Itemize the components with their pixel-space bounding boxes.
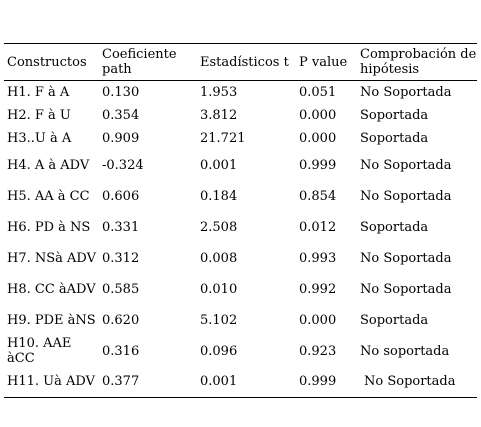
cell-coeficiente: 0.331 xyxy=(102,219,140,235)
table-row: H11. Uà ADV 0.377 0.001 0.999 No Soporta… xyxy=(4,367,477,398)
table-row: H1. F à A 0.130 1.953 0.051 No Soportada xyxy=(4,81,477,104)
table-row: H5. AA à CC 0.606 0.184 0.854 No Soporta… xyxy=(4,181,477,212)
cell-p-value: 0.923 xyxy=(299,343,337,359)
table-row: H3..U à A 0.909 21.721 0.000 Soportada xyxy=(4,127,477,150)
cell-estadistico-t: 0.001 xyxy=(200,157,238,173)
cell-p-value: 0.051 xyxy=(299,84,337,100)
cell-comprobacion: No Soportada xyxy=(360,188,452,204)
cell-estadistico-t: 0.001 xyxy=(200,374,238,390)
cell-comprobacion: Soportada xyxy=(360,219,429,235)
table-row: H7. NSà ADV 0.312 0.008 0.993 No Soporta… xyxy=(4,243,477,274)
cell-p-value: 0.000 xyxy=(299,107,337,123)
cell-p-value: 0.000 xyxy=(299,312,337,328)
cell-constructo: H5. AA à CC xyxy=(7,188,90,204)
cell-comprobacion: No Soportada xyxy=(360,250,452,266)
cell-estadistico-t: 3.812 xyxy=(200,107,238,123)
cell-constructo: H3..U à A xyxy=(7,130,72,146)
cell-p-value: 0.012 xyxy=(299,219,337,235)
cell-estadistico-t: 21.721 xyxy=(200,130,246,146)
cell-estadistico-t: 0.184 xyxy=(200,188,238,204)
cell-constructo: H11. Uà ADV xyxy=(7,374,95,390)
hypothesis-table: Constructos Coeficiente path Estadístico… xyxy=(4,43,477,398)
cell-estadistico-t: 0.096 xyxy=(200,343,238,359)
cell-coeficiente: 0.606 xyxy=(102,188,140,204)
cell-constructo: H9. PDE àNS xyxy=(7,312,96,328)
cell-comprobacion: No Soportada xyxy=(360,157,452,173)
cell-comprobacion: No Soportada xyxy=(364,374,456,390)
header-coeficiente-path: Coeficiente path xyxy=(102,47,177,77)
cell-estadistico-t: 0.010 xyxy=(200,281,238,297)
cell-comprobacion: No soportada xyxy=(360,343,450,359)
table-body: H1. F à A 0.130 1.953 0.051 No Soportada… xyxy=(4,81,477,398)
cell-p-value: 0.999 xyxy=(299,157,337,173)
cell-constructo: H8. CC àADV xyxy=(7,281,96,297)
cell-constructo: H2. F à U xyxy=(7,107,71,123)
cell-comprobacion: Soportada xyxy=(360,130,429,146)
table-header: Constructos Coeficiente path Estadístico… xyxy=(4,43,477,81)
header-constructos: Constructos xyxy=(7,54,87,70)
table-row: H9. PDE àNS 0.620 5.102 0.000 Soportada xyxy=(4,305,477,336)
table-row: H8. CC àADV 0.585 0.010 0.992 No Soporta… xyxy=(4,274,477,305)
cell-constructo: H4. A à ADV xyxy=(7,157,90,173)
cell-comprobacion: Soportada xyxy=(360,312,429,328)
cell-comprobacion: No Soportada xyxy=(360,84,452,100)
cell-coeficiente: 0.316 xyxy=(102,343,140,359)
cell-estadistico-t: 1.953 xyxy=(200,84,238,100)
cell-coeficiente: 0.585 xyxy=(102,281,140,297)
header-row: Constructos Coeficiente path Estadístico… xyxy=(4,43,477,81)
table-row: H10. AAE àCC 0.316 0.096 0.923 No soport… xyxy=(4,336,477,367)
cell-coeficiente: 0.909 xyxy=(102,130,140,146)
cell-coeficiente: 0.312 xyxy=(102,250,140,266)
cell-constructo: H7. NSà ADV xyxy=(7,250,97,266)
table-row: H4. A à ADV -0.324 0.001 0.999 No Soport… xyxy=(4,150,477,181)
header-estadisticos-t: Estadísticos t xyxy=(200,54,289,70)
cell-estadistico-t: 5.102 xyxy=(200,312,238,328)
cell-comprobacion: Soportada xyxy=(360,107,429,123)
cell-estadistico-t: 2.508 xyxy=(200,219,238,235)
cell-p-value: 0.854 xyxy=(299,188,337,204)
table-row: H6. PD à NS 0.331 2.508 0.012 Soportada xyxy=(4,212,477,243)
table-row: H2. F à U 0.354 3.812 0.000 Soportada xyxy=(4,104,477,127)
cell-constructo: H6. PD à NS xyxy=(7,219,91,235)
cell-coeficiente: 0.354 xyxy=(102,107,140,123)
header-p-value: P value xyxy=(299,54,348,70)
header-comprobacion: Comprobación de hipótesis xyxy=(360,47,477,77)
cell-coeficiente: -0.324 xyxy=(102,157,144,173)
cell-p-value: 0.999 xyxy=(299,374,337,390)
cell-p-value: 0.992 xyxy=(299,281,337,297)
cell-p-value: 0.000 xyxy=(299,130,337,146)
cell-constructo: H10. AAE àCC xyxy=(7,336,72,366)
cell-coeficiente: 0.620 xyxy=(102,312,140,328)
cell-constructo: H1. F à A xyxy=(7,84,70,100)
cell-p-value: 0.993 xyxy=(299,250,337,266)
cell-coeficiente: 0.377 xyxy=(102,374,140,390)
cell-comprobacion: No Soportada xyxy=(360,281,452,297)
cell-estadistico-t: 0.008 xyxy=(200,250,238,266)
cell-coeficiente: 0.130 xyxy=(102,84,140,100)
